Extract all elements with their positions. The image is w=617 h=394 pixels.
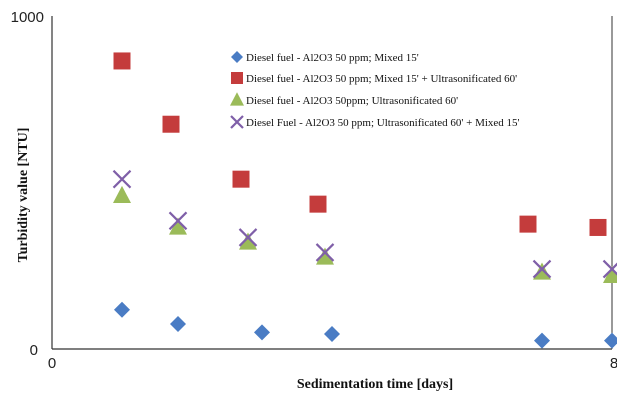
data-point-diamond-5 — [534, 332, 550, 349]
data-point-square-3 — [232, 170, 250, 188]
y-axis-title: Turbidity value [NTU] — [16, 128, 31, 263]
data-point-diamond-2 — [170, 316, 186, 333]
data-point-x-4 — [315, 243, 335, 262]
data-point-triangle-5 — [533, 262, 551, 280]
data-point-square-4 — [309, 195, 327, 213]
legend-entry-square-label: Diesel fuel - Al2O3 50 ppm; Mixed 15' + … — [246, 73, 517, 85]
data-points — [112, 52, 617, 349]
data-point-diamond-3 — [254, 324, 270, 341]
legend-marker-square — [231, 72, 243, 84]
data-point-diamond-4 — [324, 326, 340, 343]
data-point-x-1 — [112, 169, 132, 189]
y-tick-label-min: 0 — [30, 342, 38, 359]
legend-marker-x — [230, 115, 244, 129]
data-point-square-6 — [589, 218, 607, 236]
data-point-diamond-1 — [114, 301, 130, 318]
legend-marker-diamond — [231, 51, 243, 63]
legend: Diesel fuel - Al2O3 50 ppm; Mixed 15' Di… — [230, 51, 520, 129]
data-point-square-1 — [113, 52, 131, 70]
y-tick-label-max: 1000 — [11, 9, 44, 26]
x-tick-label-max: 8 — [610, 355, 617, 372]
legend-entry-diamond-label: Diesel fuel - Al2O3 50 ppm; Mixed 15' — [246, 52, 419, 64]
data-point-triangle-1 — [113, 185, 131, 204]
data-point-triangle-3 — [239, 232, 257, 250]
data-point-diamond-6 — [604, 332, 617, 349]
data-point-x-2 — [168, 211, 188, 231]
data-point-triangle-2 — [169, 217, 187, 235]
data-point-triangle-4 — [316, 247, 334, 265]
x-axis-title: Sedimentation time [days] — [297, 377, 453, 392]
data-point-x-3 — [238, 228, 258, 247]
data-point-square-5 — [519, 215, 537, 233]
legend-entry-x-label: Diesel Fuel - Al2O3 50 ppm; Ultrasonific… — [246, 117, 520, 129]
x-tick-label-min: 0 — [48, 355, 56, 372]
data-point-x-6 — [602, 259, 617, 279]
legend-entry-triangle-label: Diesel fuel - Al2O3 50ppm; Ultrasonifica… — [246, 95, 458, 107]
legend-marker-triangle — [230, 92, 244, 106]
data-point-square-2 — [162, 115, 180, 133]
data-point-x-5 — [532, 259, 552, 279]
axes — [51, 16, 613, 350]
